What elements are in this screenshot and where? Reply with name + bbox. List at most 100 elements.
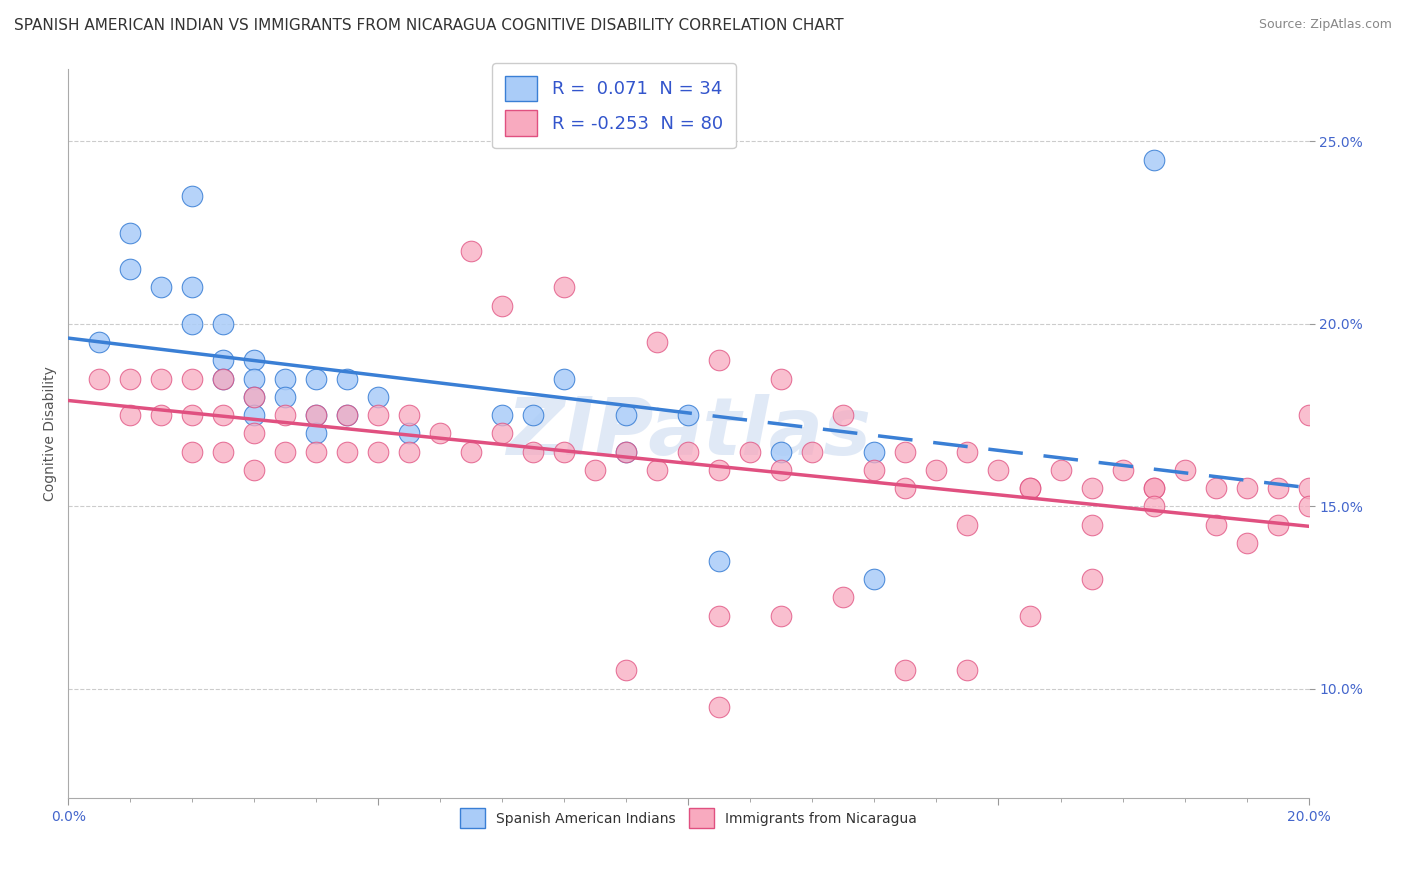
Point [212, 371, 235, 385]
Point [553, 371, 575, 385]
Point [1142, 481, 1164, 495]
Point [367, 444, 389, 458]
Point [1018, 481, 1040, 495]
Point [956, 444, 979, 458]
Point [274, 444, 297, 458]
Point [1205, 481, 1227, 495]
Point [212, 408, 235, 422]
Point [1142, 500, 1164, 514]
Point [89, 371, 111, 385]
Point [305, 426, 328, 441]
Point [770, 371, 793, 385]
Point [956, 664, 979, 678]
Point [553, 280, 575, 294]
Point [616, 408, 638, 422]
Point [987, 463, 1010, 477]
Point [305, 444, 328, 458]
Point [894, 664, 917, 678]
Point [336, 371, 359, 385]
Text: ZIPatlas: ZIPatlas [506, 394, 870, 473]
Point [212, 444, 235, 458]
Point [181, 371, 204, 385]
Point [398, 408, 420, 422]
Point [709, 463, 731, 477]
Point [647, 335, 669, 350]
Point [1236, 481, 1258, 495]
Point [305, 408, 328, 422]
Point [1080, 517, 1102, 532]
Point [1049, 463, 1071, 477]
Point [243, 353, 266, 368]
Point [398, 444, 420, 458]
Point [1329, 500, 1351, 514]
Point [243, 390, 266, 404]
Point [1298, 500, 1320, 514]
Point [678, 408, 700, 422]
Point [491, 426, 513, 441]
Point [583, 463, 606, 477]
Point [1236, 535, 1258, 549]
Text: Source: ZipAtlas.com: Source: ZipAtlas.com [1258, 18, 1392, 31]
Point [1267, 517, 1289, 532]
Y-axis label: Cognitive Disability: Cognitive Disability [44, 366, 58, 500]
Point [274, 390, 297, 404]
Point [1298, 481, 1320, 495]
Point [181, 189, 204, 203]
Point [863, 463, 886, 477]
Point [956, 517, 979, 532]
Point [894, 481, 917, 495]
Point [460, 244, 482, 258]
Point [491, 408, 513, 422]
Point [1111, 463, 1133, 477]
Point [709, 700, 731, 714]
Point [1018, 481, 1040, 495]
Point [770, 463, 793, 477]
Point [243, 408, 266, 422]
Point [150, 280, 173, 294]
Point [212, 371, 235, 385]
Point [1298, 408, 1320, 422]
Point [336, 408, 359, 422]
Point [522, 408, 544, 422]
Point [243, 463, 266, 477]
Point [770, 444, 793, 458]
Point [832, 408, 855, 422]
Point [212, 317, 235, 331]
Point [1142, 481, 1164, 495]
Point [1018, 608, 1040, 623]
Legend: Spanish American Indians, Immigrants from Nicaragua: Spanish American Indians, Immigrants fro… [453, 801, 924, 835]
Point [181, 280, 204, 294]
Point [801, 444, 824, 458]
Point [305, 371, 328, 385]
Point [1142, 153, 1164, 167]
Point [770, 608, 793, 623]
Point [398, 426, 420, 441]
Point [212, 353, 235, 368]
Point [1205, 517, 1227, 532]
Point [429, 426, 451, 441]
Point [522, 444, 544, 458]
Point [894, 444, 917, 458]
Point [491, 299, 513, 313]
Point [120, 408, 142, 422]
Point [1173, 463, 1195, 477]
Point [120, 226, 142, 240]
Point [740, 444, 762, 458]
Point [305, 408, 328, 422]
Point [863, 444, 886, 458]
Point [181, 408, 204, 422]
Point [181, 317, 204, 331]
Point [336, 408, 359, 422]
Point [367, 390, 389, 404]
Point [460, 444, 482, 458]
Point [616, 444, 638, 458]
Text: SPANISH AMERICAN INDIAN VS IMMIGRANTS FROM NICARAGUA COGNITIVE DISABILITY CORREL: SPANISH AMERICAN INDIAN VS IMMIGRANTS FR… [14, 18, 844, 33]
Point [553, 444, 575, 458]
Point [243, 426, 266, 441]
Point [120, 371, 142, 385]
Point [150, 371, 173, 385]
Point [367, 408, 389, 422]
Point [616, 444, 638, 458]
Point [709, 554, 731, 568]
Point [243, 371, 266, 385]
